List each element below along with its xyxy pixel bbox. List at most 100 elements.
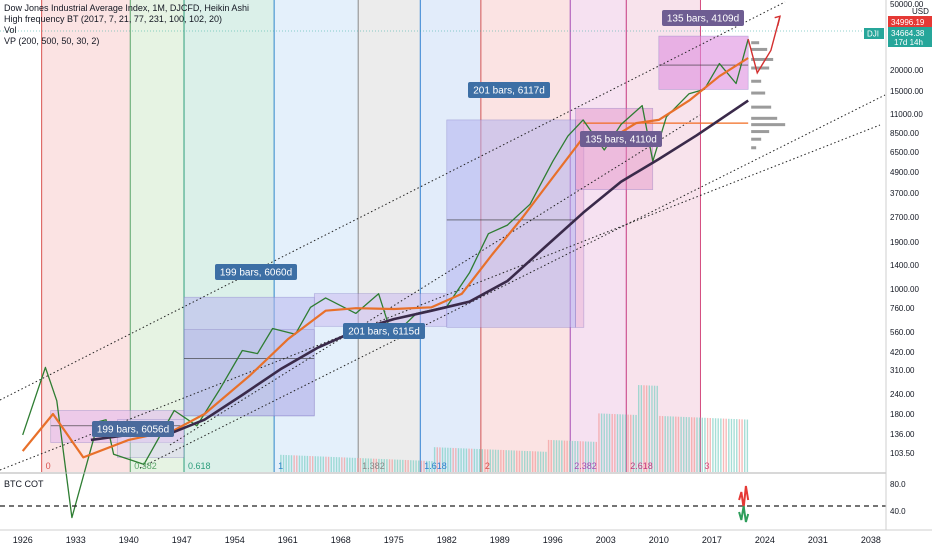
volume-bar [380,458,383,472]
lower-pane-title[interactable]: BTC COT [4,479,44,489]
volume-bar [619,414,621,472]
vp-bar [751,41,760,45]
time-tick-label: 1940 [119,535,139,545]
volume-bar [603,413,605,472]
volume-bar [396,459,399,472]
volume-bar [423,460,425,472]
volume-bar [285,455,287,472]
vp-bar [751,47,768,51]
volume-bar [317,456,319,472]
volume-bar [577,441,579,472]
price-tick-label: 560.00 [890,328,915,337]
price-tick-label: 310.00 [890,366,915,375]
volume-bar [386,459,388,472]
volume-bar [449,447,452,472]
fib-time-zones [41,0,701,472]
volume-bar [714,418,717,472]
volume-bar [471,448,473,472]
volume-bar [531,451,534,472]
volume-bar [592,441,595,472]
volume-bar [481,449,484,472]
volume-bar [547,439,550,472]
volume-bar [669,416,672,472]
volume-bar [473,448,476,472]
volume-bar [545,451,547,472]
volume-bar [322,456,324,472]
volume-bar [441,447,444,472]
volume-bar [484,449,486,472]
price-tick-label: 6500.00 [890,148,919,157]
volume-bar [327,456,330,472]
bar-count-annotations: 199 bars, 6056d 199 bars, 6060d 201 bars, … [92,10,744,437]
volume-bar [407,460,409,472]
price-tick-label: 8500.00 [890,129,919,138]
measure-box [446,119,576,328]
price-tick-label: 136.00 [890,430,915,439]
volume-bar [415,460,417,472]
volume-bar [574,441,576,472]
volume-bar [444,447,446,472]
volume-bar [311,456,314,472]
annotation-box [580,131,662,147]
cot-tick-label: 80.0 [890,480,906,489]
volume-bar [582,441,584,472]
volume-bar [561,440,563,472]
volume-bar [399,459,401,472]
fib-level-label: 1.382 [362,461,385,471]
volume-bar [349,457,351,472]
volume-bar [680,416,682,472]
annotation-label: 135 bars, 4109d [667,14,739,25]
volume-bar [418,460,420,472]
volume-bar [521,450,523,472]
volume-bar [659,415,661,472]
volume-bar [632,414,635,472]
price-tick-label: 760.00 [890,304,915,313]
volume-bar [675,416,677,472]
volume-bar [330,456,332,472]
volume-bar [494,449,497,472]
price-tick-label: 11000.00 [890,110,923,119]
indicator-hfbt[interactable]: High frequency BT (2017, 7, 21, 77, 231,… [4,14,222,24]
volume-bar [614,414,616,472]
fib-level-label: 2.618 [630,461,653,471]
volume-bar [667,416,669,472]
volume-bar [534,451,537,472]
time-tick-label: 2010 [649,535,669,545]
volume-bar [338,457,340,472]
price-tick-label: 240.00 [890,390,915,399]
volume-bar [579,441,582,472]
volume-bar [550,440,552,472]
volume-bar [290,455,293,472]
volume-bar [598,413,600,472]
volume-bar [343,457,346,472]
indicator-vol[interactable]: Vol [4,25,17,35]
slow-average-line [90,99,749,442]
volume-bar [608,413,611,472]
last-price-red: 34996.19 [891,18,925,27]
last-price-red-badge [888,16,932,27]
volume-bar [505,450,507,472]
vp-bar [751,105,772,109]
volume-bar [370,458,372,472]
forecast-path [747,16,781,75]
volume-bar [362,458,364,472]
volume-bar [571,440,574,472]
vp-bar [751,91,766,95]
indicator-vp[interactable]: VP (200, 500, 50, 30, 2) [4,36,100,46]
last-price-green-badge [888,27,932,47]
symbol-title[interactable]: Dow Jones Industrial Average Index, 1M, … [4,3,249,13]
channel-line [169,114,701,446]
forecast-arrow [747,15,781,75]
volume-bar [709,418,711,472]
volume-bar [357,457,359,472]
volume-bar [457,448,460,472]
price-tick-label: 20000.00 [890,66,924,75]
volume-bar [476,448,478,472]
volume-bar [736,419,738,472]
volume-bar [420,460,423,472]
volume-bar [595,441,597,472]
volume-bar [616,414,619,472]
